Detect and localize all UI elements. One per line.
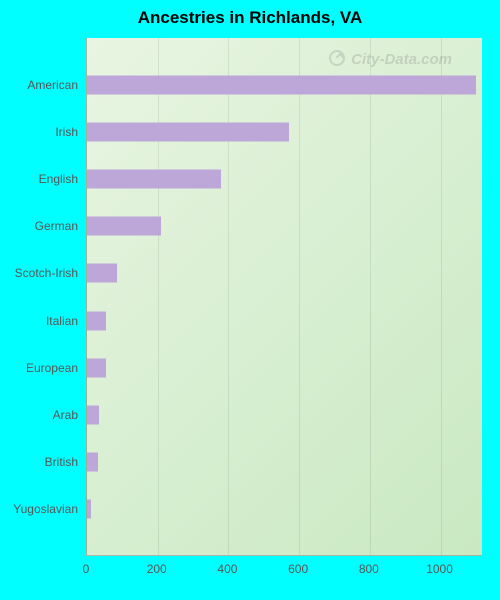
x-tick-label: 200 <box>147 562 167 576</box>
gridline <box>158 38 159 555</box>
gridline <box>299 38 300 555</box>
plot-area: City-Data.com <box>86 38 482 556</box>
y-category-label: Scotch-Irish <box>0 266 78 280</box>
bar <box>87 405 99 424</box>
x-tick-label: 0 <box>83 562 90 576</box>
chart-canvas: Ancestries in Richlands, VA City-Data.co… <box>0 0 500 600</box>
bar <box>87 499 91 518</box>
bar <box>87 76 476 95</box>
y-category-label: German <box>0 219 78 233</box>
bar <box>87 311 106 330</box>
gridline <box>441 38 442 555</box>
watermark: City-Data.com <box>329 48 452 68</box>
bar <box>87 170 221 189</box>
compass-icon <box>329 50 345 66</box>
x-tick-label: 600 <box>288 562 308 576</box>
bar <box>87 452 98 471</box>
y-category-label: American <box>0 78 78 92</box>
x-tick-label: 400 <box>217 562 237 576</box>
bar <box>87 358 106 377</box>
y-category-label: Yugoslavian <box>0 502 78 516</box>
y-category-label: Arab <box>0 408 78 422</box>
y-category-label: English <box>0 172 78 186</box>
chart-title: Ancestries in Richlands, VA <box>0 8 500 28</box>
bar <box>87 123 289 142</box>
y-category-label: Irish <box>0 125 78 139</box>
bar <box>87 217 161 236</box>
x-tick-label: 800 <box>359 562 379 576</box>
x-tick-label: 1000 <box>426 562 453 576</box>
y-category-label: Italian <box>0 314 78 328</box>
y-category-label: British <box>0 455 78 469</box>
y-category-label: European <box>0 361 78 375</box>
bar <box>87 264 117 283</box>
gridline <box>370 38 371 555</box>
gridline <box>228 38 229 555</box>
watermark-text: City-Data.com <box>351 51 452 68</box>
